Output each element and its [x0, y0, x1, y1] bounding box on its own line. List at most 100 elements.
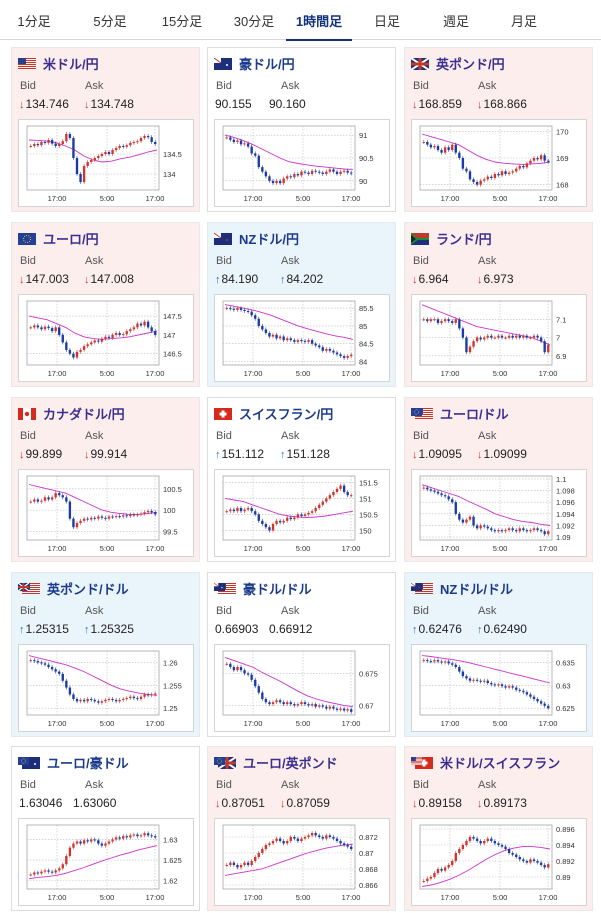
rate-card[interactable]: ランド/円 Bid Ask ↓6.964 ↓6.973 7.1 7 6.9 17:00 5:00 1… — [404, 222, 593, 387]
currency-pair-link[interactable]: スイスフラン/円 — [214, 405, 333, 422]
currency-pair-link[interactable]: ユーロ/円 — [18, 230, 99, 247]
candle — [543, 155, 546, 161]
candle — [146, 833, 150, 836]
candle — [350, 172, 353, 174]
y-tick-label: 0.87 — [359, 849, 374, 858]
rate-card[interactable]: 豪ドル/ドル Bid Ask 0.66903 0.66912 0.675 0.67 17:00… — [207, 572, 396, 737]
price-chart[interactable]: 147.5 147 146.5 17:00 5:00 17:00 — [18, 294, 194, 382]
y-tick-label: 90.5 — [359, 154, 374, 163]
candle — [150, 694, 153, 696]
candle — [246, 508, 250, 510]
currency-pair-link[interactable]: ユーロ/豪ドル — [18, 754, 129, 771]
candle — [132, 834, 136, 836]
tab-5[interactable]: 日足 — [373, 14, 400, 29]
ask-price: 168.866 — [483, 97, 527, 111]
price-chart[interactable]: 170 169 168 17:00 5:00 17:00 — [411, 119, 587, 207]
rate-card[interactable]: 米ドル/円 Bid Ask ↓134.746 ↓134.748 134.5 134 17:00… — [11, 47, 200, 212]
candle — [461, 328, 465, 338]
candle — [239, 667, 243, 671]
price-chart[interactable]: 1.63 1.625 1.62 17:00 5:00 17:00 — [18, 818, 194, 906]
ask-price: 147.008 — [90, 272, 134, 286]
currency-pair-link[interactable]: ユーロ/ドル — [411, 405, 509, 422]
tab-7[interactable]: 月足 — [510, 14, 537, 29]
candle — [321, 172, 324, 174]
flag-icon — [411, 232, 429, 245]
currency-pair-link[interactable]: 米ドル/スイスフラン — [411, 754, 560, 771]
currency-pair-link[interactable]: 豪ドル/円 — [213, 55, 295, 72]
moving-average-line — [421, 304, 551, 346]
rate-card[interactable]: ユーロ/円 Bid Ask ↓147.003 ↓147.008 147.5 147 146.5… — [11, 222, 200, 387]
price-chart[interactable]: 100.5 100 99.5 17:00 5:00 17:00 — [18, 469, 194, 557]
y-tick-label: 0.635 — [556, 658, 575, 667]
price-chart[interactable]: 0.896 0.894 0.892 0.89 17:00 5:00 17:00 — [411, 818, 587, 906]
rate-card[interactable]: 英ポンド/円 Bid Ask ↓168.859 ↓168.866 170 169 168 17:… — [404, 47, 593, 212]
candle — [236, 667, 239, 671]
candle — [232, 667, 236, 671]
price-chart[interactable]: 91 90.5 90 17:00 5:00 17:00 — [214, 119, 390, 207]
price-chart[interactable]: 85.5 85 84.5 84 17:00 5:00 17:00 — [214, 294, 390, 382]
currency-pair-link[interactable]: ユーロ/英ポンド — [214, 754, 338, 771]
rate-card[interactable]: 英ポンド/ドル Bid Ask ↑1.25315 ↑1.25325 1.26 1.255 1.… — [11, 572, 200, 737]
tab-3[interactable]: 30分足 — [233, 14, 275, 29]
candle — [451, 861, 454, 865]
currency-pair-link[interactable]: NZドル/円 — [213, 230, 299, 247]
rate-card[interactable]: カナダドル/円 Bid Ask ↓99.899 ↓99.914 100.5 100 99.5 1… — [11, 397, 200, 562]
x-tick-label: 17:00 — [244, 194, 263, 203]
candle — [118, 699, 121, 702]
rate-card[interactable]: ユーロ/ドル Bid Ask ↓1.09095 ↓1.09099 1.1 1.098 1.09… — [404, 397, 593, 562]
candle — [236, 308, 239, 310]
candle — [239, 140, 243, 145]
price-chart[interactable]: 1.1 1.098 1.096 1.094 1.092 1.09 17:00 5:00 17:0… — [411, 469, 587, 557]
candle — [536, 699, 539, 702]
candle — [321, 705, 324, 707]
candle — [511, 686, 514, 688]
bid-label: Bid — [20, 255, 36, 267]
tab-1[interactable]: 5分足 — [93, 14, 127, 29]
candle — [139, 323, 143, 326]
rate-card[interactable]: ユーロ/英ポンド Bid Ask ↓0.87051 ↓0.87059 0.872 0.87 0… — [207, 746, 396, 911]
price-chart[interactable]: 7.1 7 6.9 17:00 5:00 17:00 — [411, 294, 587, 382]
ask-price: 1.63060 — [73, 796, 117, 810]
candle — [90, 699, 93, 700]
candle — [328, 835, 332, 837]
rate-card[interactable]: NZドル/ドル Bid Ask ↑0.62476 ↑0.62490 0.635 0.63 0.… — [404, 572, 593, 737]
price-chart[interactable]: 134.5 134 17:00 5:00 17:00 — [18, 119, 194, 207]
currency-pair-link[interactable]: NZドル/ドル — [411, 580, 513, 597]
tab-2[interactable]: 15分足 — [161, 14, 203, 29]
rate-card[interactable]: 豪ドル/円 Bid Ask 90.155 90.160 91 90.5 90 17:00 5:00… — [207, 47, 396, 212]
tab-4[interactable]: 1時間足 — [286, 0, 352, 41]
currency-pair-link[interactable]: 英ポンド/ドル — [18, 580, 129, 597]
candle — [472, 179, 475, 182]
currency-pair-link[interactable]: 英ポンド/円 — [410, 55, 505, 72]
down-arrow-icon: ↓ — [84, 99, 90, 111]
currency-pair-link[interactable]: カナダドル/円 — [18, 405, 125, 422]
candle — [447, 319, 450, 322]
currency-pair-link[interactable]: ランド/円 — [411, 230, 492, 247]
candle — [82, 840, 86, 844]
candle — [525, 861, 529, 863]
rate-card[interactable]: NZドル/円 Bid Ask ↑84.190 ↑84.202 85.5 85 84.5 84 17… — [207, 222, 396, 387]
candle — [250, 146, 253, 154]
x-tick-label: 5:00 — [296, 369, 311, 378]
currency-pair-link[interactable]: 豪ドル/ドル — [214, 580, 312, 597]
rate-card[interactable]: ユーロ/豪ドル Bid Ask 1.63046 1.63060 1.63 1.625 1.62… — [11, 746, 200, 911]
bid-price: 99.899 — [25, 447, 63, 461]
candle — [114, 516, 118, 518]
flag-icon — [18, 407, 36, 420]
candle — [132, 696, 136, 699]
price-chart[interactable]: 0.675 0.67 17:00 5:00 17:00 — [214, 644, 390, 732]
currency-pair-link[interactable]: 米ドル/円 — [18, 55, 99, 72]
price-chart[interactable]: 0.872 0.87 0.868 0.866 17:00 5:00 17:00 — [214, 818, 390, 906]
price-chart[interactable]: 0.635 0.63 0.625 17:00 5:00 17:00 — [411, 644, 587, 732]
tab-6[interactable]: 週足 — [442, 14, 469, 29]
candle — [75, 841, 79, 844]
candle — [243, 309, 246, 311]
price-chart[interactable]: 1.26 1.255 1.25 17:00 5:00 17:00 — [18, 644, 194, 732]
candle — [118, 516, 121, 518]
rate-card[interactable]: 米ドル/スイスフラン Bid Ask ↓0.89158 ↓0.89173 0.896 0.8… — [404, 746, 593, 911]
rate-card[interactable]: スイスフラン/円 Bid Ask ↑151.112 ↑151.128 151.5 151 15… — [207, 397, 396, 562]
price-chart[interactable]: 151.5 151 150.5 150 17:00 5:00 17:00 — [214, 469, 390, 557]
y-tick-label: 168 — [556, 181, 569, 190]
tab-0[interactable]: 1分足 — [17, 14, 51, 29]
bid-price: 134.746 — [25, 97, 69, 111]
